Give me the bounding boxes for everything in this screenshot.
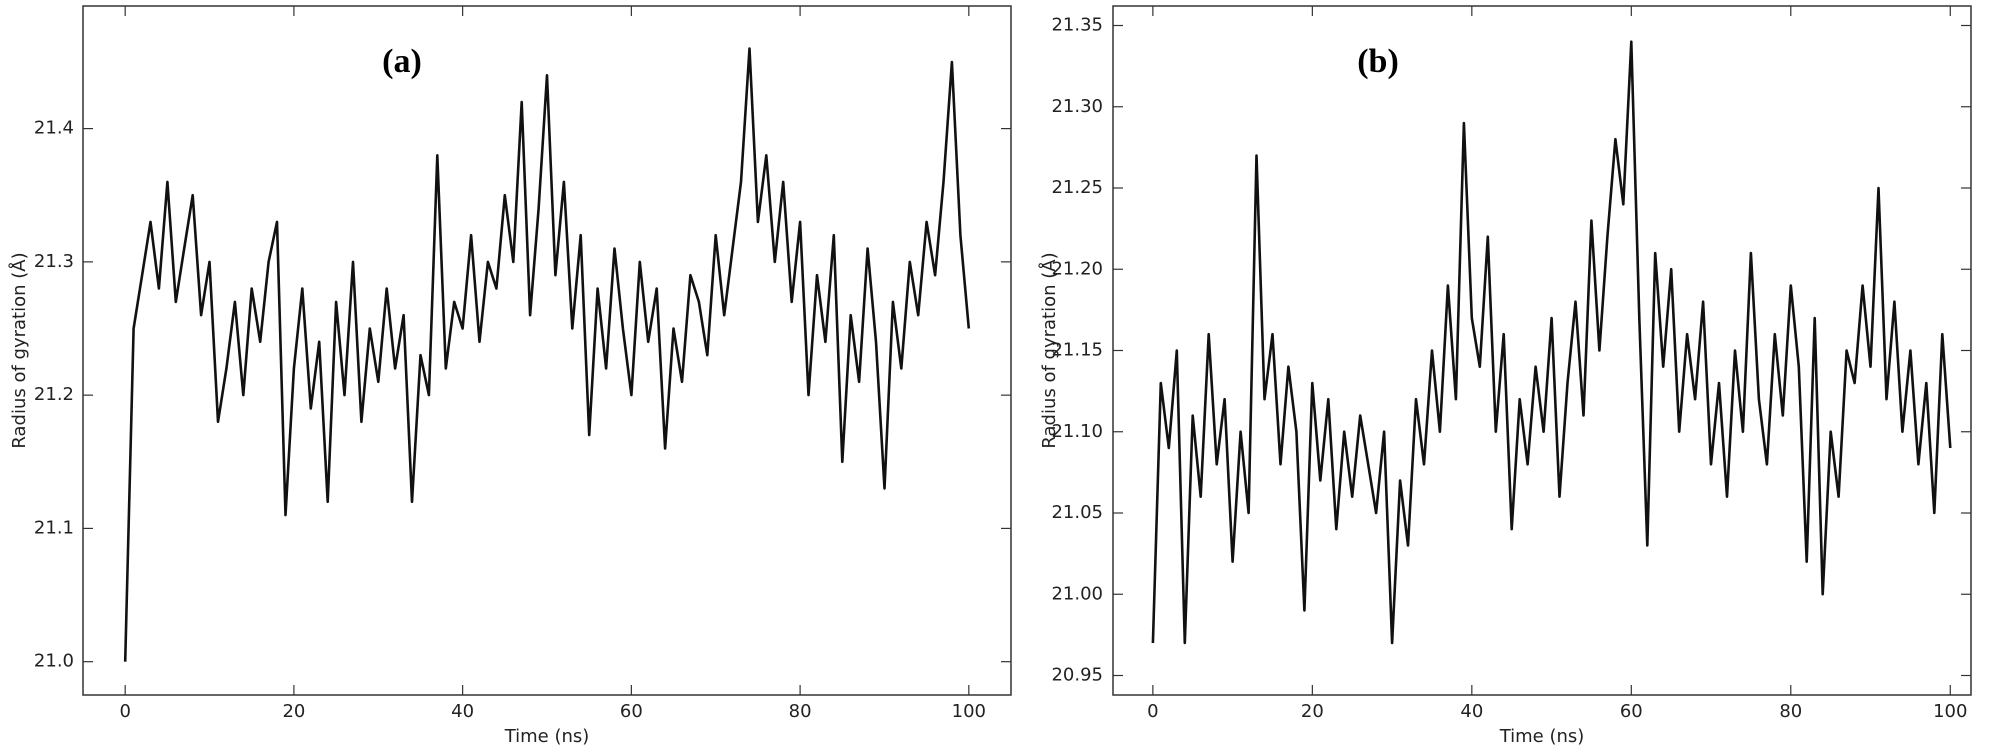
y-axis-label: Radius of gyration (Å) (8, 252, 30, 448)
y-tick-label: 21.35 (1051, 15, 1103, 36)
y-tick-label: 21.20 (1051, 258, 1103, 279)
y-axis-label: Radius of gyration (Å) (1038, 252, 1060, 448)
x-axis-label: Time (ns) (1499, 726, 1585, 747)
x-tick-label: 20 (282, 701, 305, 722)
x-tick-label: 40 (451, 701, 474, 722)
x-tick-label: 80 (1779, 701, 1802, 722)
y-tick-label: 21.1 (34, 517, 74, 538)
panel-label: (a) (382, 43, 422, 80)
x-axis-label: Time (ns) (504, 726, 590, 747)
x-tick-label: 20 (1301, 701, 1324, 722)
y-tick-label: 21.05 (1051, 502, 1103, 523)
x-tick-label: 60 (1620, 701, 1643, 722)
panel-label: (b) (1357, 43, 1399, 80)
x-tick-label: 60 (620, 701, 643, 722)
y-tick-label: 21.3 (34, 251, 74, 272)
y-tick-label: 21.25 (1051, 177, 1103, 198)
y-tick-label: 21.10 (1051, 421, 1103, 442)
x-tick-label: 0 (1147, 701, 1158, 722)
y-tick-label: 20.95 (1051, 665, 1103, 686)
y-tick-label: 21.00 (1051, 583, 1103, 604)
data-line (123, 47, 971, 662)
y-tick-label: 21.15 (1051, 340, 1103, 361)
y-tick-label: 21.2 (34, 384, 74, 405)
x-tick-label: 100 (952, 701, 986, 722)
y-tick-label: 21.0 (34, 651, 74, 672)
x-tick-label: 100 (1933, 701, 1967, 722)
y-tick-label: 21.4 (34, 118, 74, 139)
data-line (1151, 40, 1952, 645)
y-tick-label: 21.30 (1051, 96, 1103, 117)
plot-frame (1112, 5, 1972, 696)
plot-frame (82, 5, 1012, 696)
x-tick-label: 40 (1460, 701, 1483, 722)
x-tick-label: 0 (119, 701, 130, 722)
x-tick-label: 80 (789, 701, 812, 722)
